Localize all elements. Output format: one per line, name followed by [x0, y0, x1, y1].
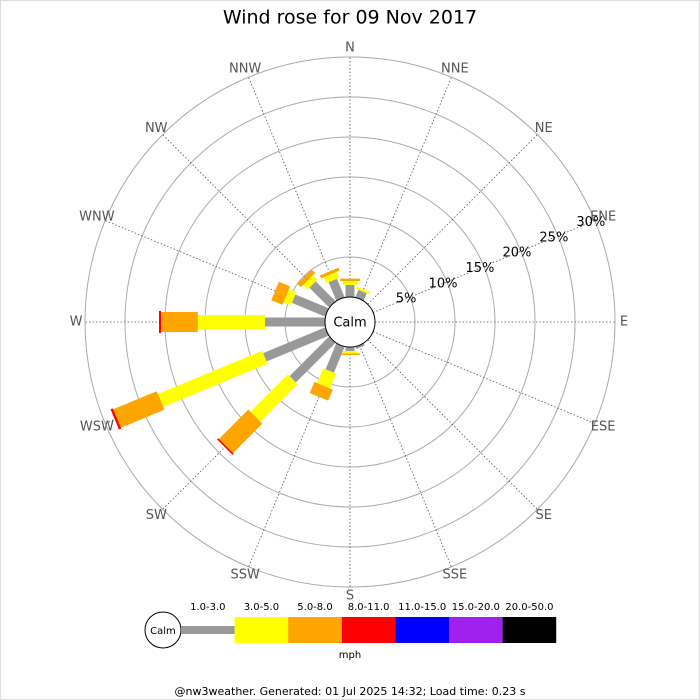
bar-segment: [265, 317, 325, 327]
bar-segment: [297, 269, 316, 288]
ring-label: 15%: [466, 261, 495, 276]
bar-segment: [343, 281, 357, 285]
bar-segment: [309, 281, 336, 308]
direction-label: NNW: [229, 61, 261, 76]
legend-label: 1.0-3.0: [190, 602, 225, 613]
direction-label: NW: [145, 121, 168, 136]
legend-swatch: [341, 617, 396, 643]
bar-segment: [317, 368, 337, 389]
bar-segment: [197, 315, 265, 329]
ring-label: 25%: [539, 230, 568, 245]
direction-label: SW: [146, 508, 167, 523]
direction-label: W: [70, 315, 83, 330]
bar-segment: [345, 347, 355, 351]
bar-segment: [303, 275, 318, 290]
bar-segment: [250, 374, 298, 422]
legend-label: 11.0-15.0: [398, 602, 446, 613]
bars: [110, 267, 371, 455]
calm-circle: [324, 296, 376, 348]
legend-swatch: [502, 617, 557, 643]
bar-segment: [263, 327, 329, 362]
bar-segment: [356, 286, 371, 295]
footer: @nw3weather. Generated: 01 Jul 2025 14:3…: [175, 685, 526, 698]
bar-segment: [325, 343, 345, 373]
legend-label: 20.0-50.0: [505, 602, 553, 613]
bar-segment: [309, 381, 333, 401]
direction-label: E: [620, 315, 628, 330]
bar-segment: [328, 278, 345, 301]
bar-segment: [343, 351, 357, 354]
bar-segment: [113, 391, 165, 428]
bar-segment: [289, 336, 336, 383]
spoke: [359, 77, 452, 300]
spoke: [372, 220, 595, 313]
direction-label: SE: [536, 508, 552, 523]
direction-label: N: [345, 41, 355, 56]
bar-segment: [291, 294, 329, 317]
spoke: [367, 134, 538, 305]
spoke: [359, 344, 452, 567]
legend-unit: mph: [339, 650, 361, 661]
bar-segment: [319, 267, 340, 279]
calm-label: Calm: [333, 316, 366, 331]
legend-swatch: [288, 617, 342, 643]
ring-label: 10%: [429, 276, 458, 291]
spoke: [367, 339, 538, 510]
ring: [84, 56, 616, 588]
direction-label: SSW: [230, 568, 260, 583]
ring-label: 5%: [396, 292, 417, 307]
spoke: [162, 134, 333, 305]
direction-label: NE: [535, 121, 553, 136]
chart-title: Wind rose for 09 Nov 2017: [223, 7, 477, 29]
legend-swatch: [234, 617, 289, 643]
spoke: [248, 77, 341, 300]
direction-label: S: [346, 589, 354, 604]
bar-segment: [110, 408, 122, 430]
direction-label: ENE: [590, 210, 616, 225]
direction-label: NNE: [441, 61, 469, 76]
bar-segment: [217, 438, 234, 455]
bar-segment: [323, 271, 340, 284]
direction-label: SSE: [442, 568, 467, 583]
bar-segment: [218, 409, 263, 454]
spoke: [372, 331, 595, 424]
bar-segment: [271, 281, 291, 305]
legend-label: 8.0-11.0: [348, 602, 390, 613]
legend-label: 5.0-8.0: [297, 602, 332, 613]
legend-label: 3.0-5.0: [244, 602, 279, 613]
ring-label: 20%: [502, 246, 531, 261]
bar-segment: [283, 289, 297, 306]
bar-segment: [340, 278, 360, 281]
ring-label: 30%: [576, 215, 605, 230]
direction-label: WNW: [79, 210, 115, 225]
legend-calm-label: Calm: [150, 626, 176, 637]
bar-segment: [355, 343, 365, 350]
bar-segment: [340, 353, 360, 355]
legend-swatch: [395, 617, 449, 643]
legend-swatch: [181, 626, 235, 634]
bar-segment: [157, 350, 268, 407]
bar-segment: [161, 312, 198, 332]
bar-segment: [345, 285, 355, 297]
legend-swatch: [449, 617, 503, 643]
legend-label: 15.0-20.0: [452, 602, 500, 613]
direction-label: WSW: [80, 419, 114, 434]
bar-segment: [159, 311, 161, 333]
direction-label: ESE: [591, 419, 616, 434]
